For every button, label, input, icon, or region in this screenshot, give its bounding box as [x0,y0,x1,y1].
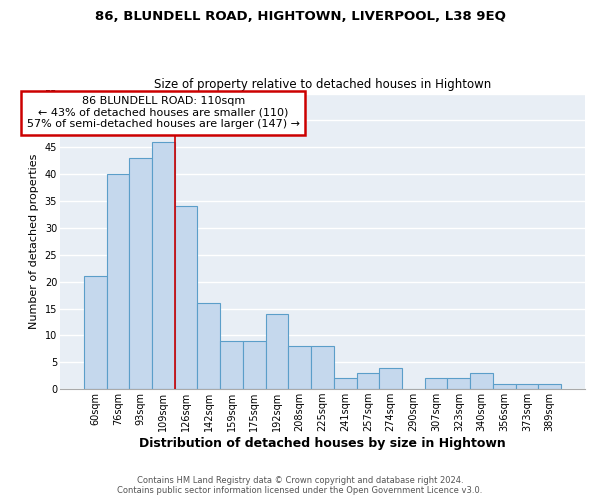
Bar [356,373,379,389]
Text: Contains HM Land Registry data © Crown copyright and database right 2024.
Contai: Contains HM Land Registry data © Crown c… [118,476,482,495]
Bar [379,368,402,389]
Bar [220,341,243,389]
Bar [470,373,493,389]
Bar [448,378,470,389]
Bar [107,174,129,389]
Bar [493,384,515,389]
Bar [334,378,356,389]
Bar [266,314,289,389]
Bar [175,206,197,389]
Bar [84,276,107,389]
Text: 86, BLUNDELL ROAD, HIGHTOWN, LIVERPOOL, L38 9EQ: 86, BLUNDELL ROAD, HIGHTOWN, LIVERPOOL, … [95,10,505,23]
Bar [289,346,311,389]
Bar [152,142,175,389]
Text: 86 BLUNDELL ROAD: 110sqm
← 43% of detached houses are smaller (110)
57% of semi-: 86 BLUNDELL ROAD: 110sqm ← 43% of detach… [27,96,300,130]
X-axis label: Distribution of detached houses by size in Hightown: Distribution of detached houses by size … [139,437,506,450]
Bar [197,303,220,389]
Bar [129,158,152,389]
Bar [515,384,538,389]
Bar [311,346,334,389]
Bar [425,378,448,389]
Bar [243,341,266,389]
Bar [538,384,561,389]
Title: Size of property relative to detached houses in Hightown: Size of property relative to detached ho… [154,78,491,91]
Y-axis label: Number of detached properties: Number of detached properties [29,154,39,329]
